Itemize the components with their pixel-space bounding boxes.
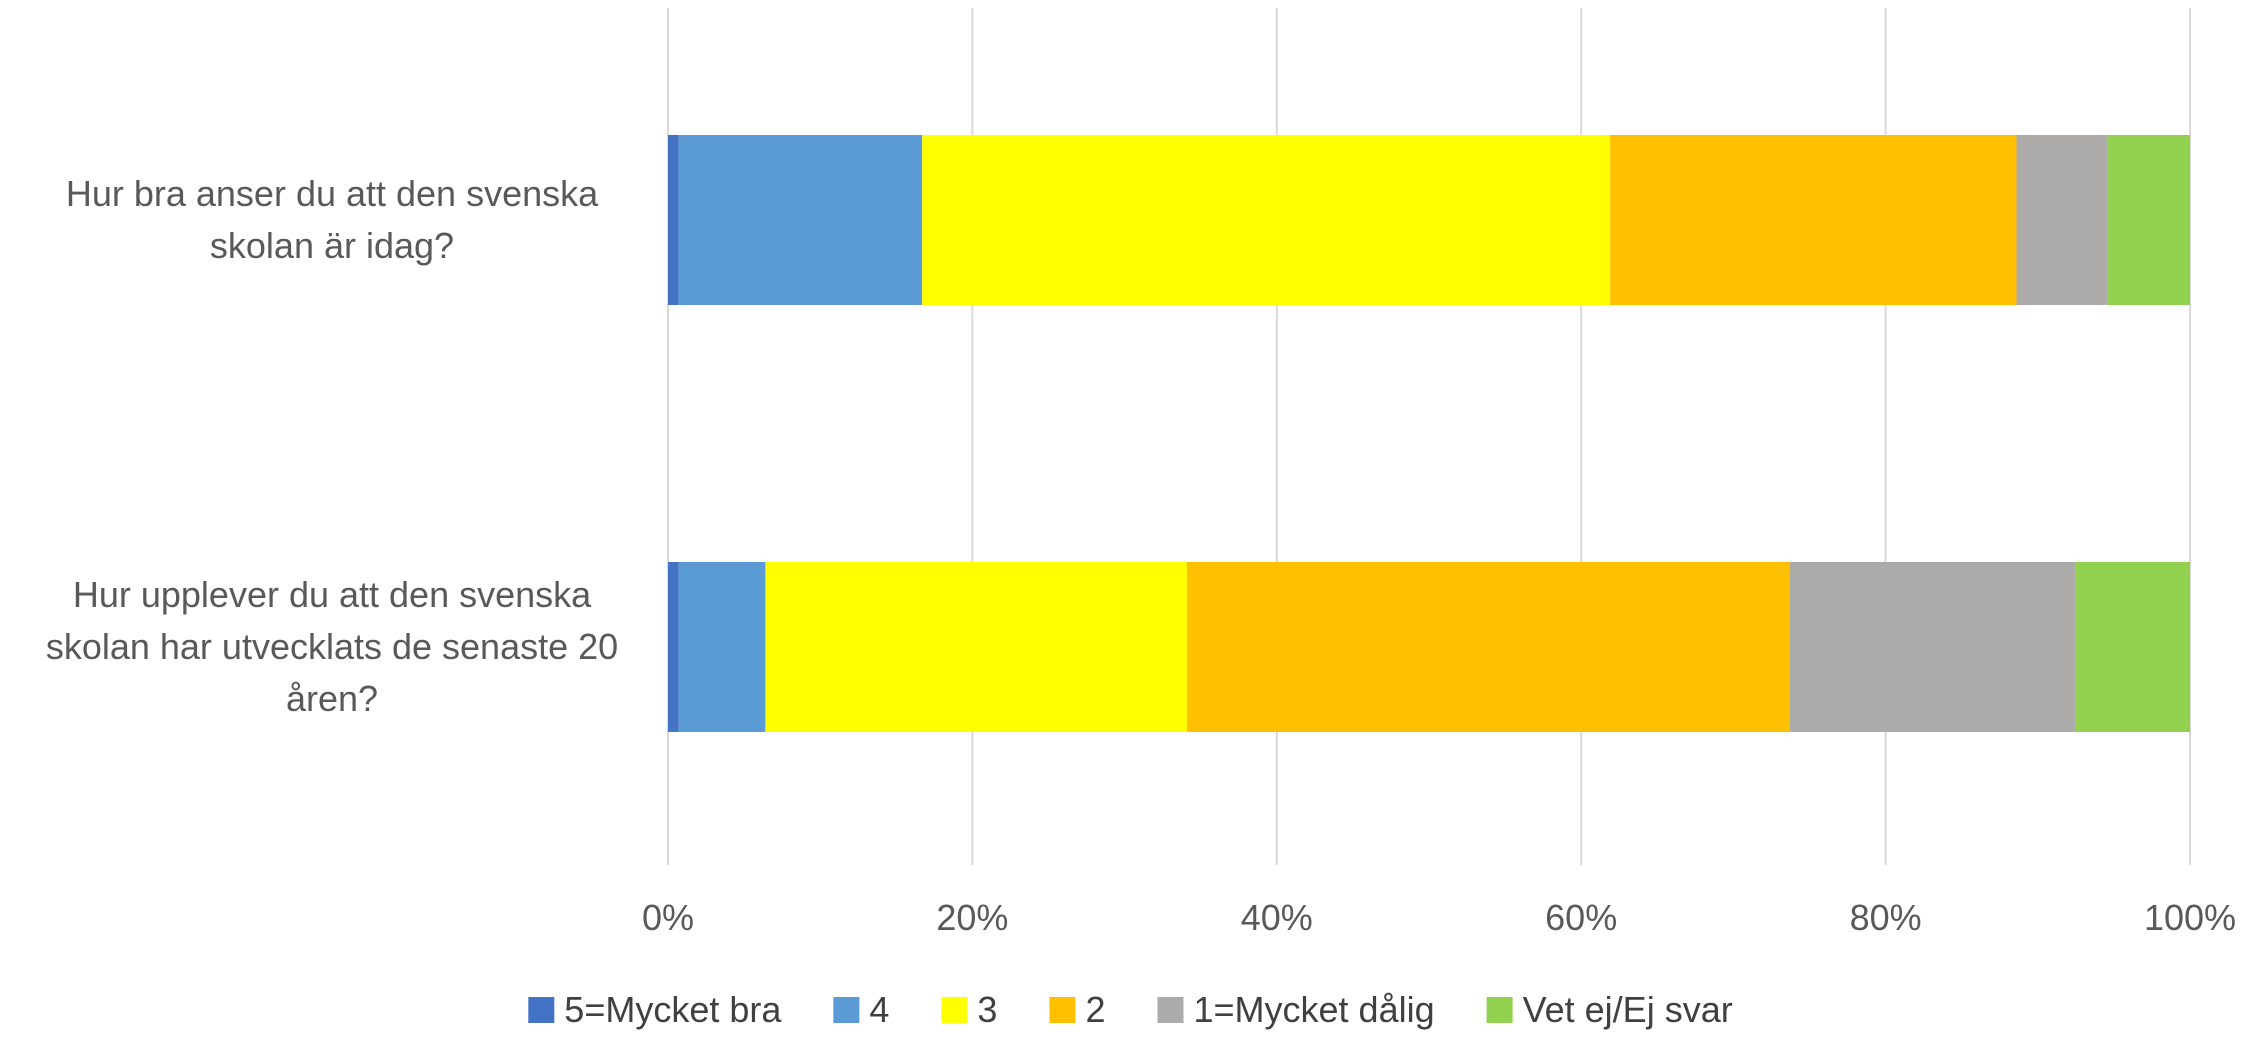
legend-swatch xyxy=(833,997,860,1023)
legend-label: Vet ej/Ej svar xyxy=(1523,989,1733,1030)
bar-segment xyxy=(678,135,923,305)
bar-segment xyxy=(668,562,679,732)
bar-segment xyxy=(678,562,766,732)
x-tick-label: 100% xyxy=(2144,897,2236,938)
category-label: Hur bra anser du att den svenska skolan ä… xyxy=(66,173,599,266)
legend-label: 1=Mycket dålig xyxy=(1193,989,1434,1030)
legend-label: 5=Mycket bra xyxy=(564,989,782,1030)
legend-label: 4 xyxy=(869,989,889,1030)
x-tick-label: 60% xyxy=(1545,897,1617,938)
bar-segment xyxy=(2107,135,2190,305)
bar-segment xyxy=(1187,562,1790,732)
category-label: Hur upplever du att den svenska skolan ha… xyxy=(46,574,618,719)
bar-segment xyxy=(765,562,1188,732)
bar-segment xyxy=(1610,135,2017,305)
x-tick-label: 40% xyxy=(1241,897,1313,938)
legend-label: 2 xyxy=(1085,989,1105,1030)
bars xyxy=(668,135,2190,732)
bar-segment xyxy=(668,135,679,305)
x-axis-tick-labels: 0% 20% 40% 60% 80% 100% xyxy=(642,897,2236,938)
legend-swatch xyxy=(1486,997,1513,1023)
legend-swatch xyxy=(1157,997,1184,1023)
bar-segment xyxy=(2075,562,2190,732)
legend-swatch xyxy=(528,997,555,1023)
legend-swatch xyxy=(1049,997,1076,1023)
bar-segment xyxy=(922,135,1611,305)
legend: 5=Mycket bra 4 3 2 1=Mycket dålig Vet ej/Ej s… xyxy=(528,989,1733,1030)
category-labels: Hur bra anser du att den svenska skolan ä… xyxy=(46,173,618,719)
x-tick-label: 20% xyxy=(936,897,1008,938)
x-tick-label: 80% xyxy=(1850,897,1922,938)
bar-segment xyxy=(1789,562,2076,732)
bar-segment xyxy=(2016,135,2108,305)
x-tick-label: 0% xyxy=(642,897,694,938)
legend-label: 3 xyxy=(977,989,997,1030)
legend-swatch xyxy=(941,997,968,1023)
